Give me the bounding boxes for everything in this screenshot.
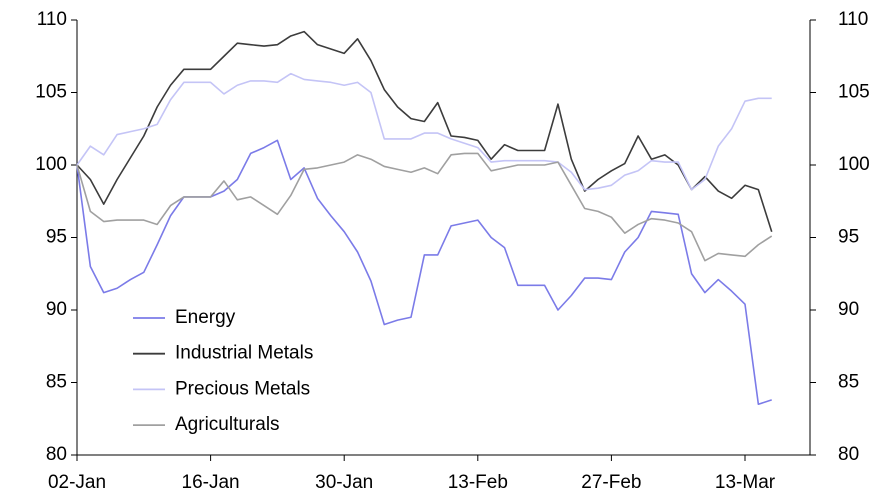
x-tick-label: 16-Jan: [182, 472, 240, 493]
y2-tick-label: 90: [838, 299, 859, 320]
y2-tick-label: 80: [838, 444, 859, 465]
legend-label: Energy: [175, 307, 236, 328]
series-line: [76, 139, 772, 406]
y-tick-label: 100: [35, 154, 67, 175]
y-tick-label: 85: [46, 372, 67, 393]
legend-label: Agriculturals: [175, 414, 280, 435]
y2-tick-label: 105: [838, 82, 870, 103]
y2-tick-label: 85: [838, 372, 859, 393]
x-tick-label: 13-Feb: [448, 472, 508, 493]
y2-tick-label: 95: [838, 227, 859, 248]
series-line: [76, 30, 773, 232]
legend-label: Industrial Metals: [175, 343, 313, 364]
x-tick-label: 02-Jan: [48, 472, 106, 493]
y2-tick-label: 110: [838, 9, 868, 30]
y-tick-label: 90: [46, 299, 67, 320]
x-tick-label: 27-Feb: [581, 472, 641, 493]
y-tick-label: 80: [46, 444, 67, 465]
y-tick-label: 110: [37, 9, 67, 30]
series-line: [76, 72, 772, 191]
x-tick-label: 13-Mar: [715, 472, 776, 493]
legend-label: Precious Metals: [175, 378, 310, 399]
y-tick-label: 95: [46, 227, 67, 248]
x-tick-label: 30-Jan: [315, 472, 373, 493]
y2-tick-label: 100: [838, 154, 870, 175]
series-line: [76, 152, 773, 262]
y-tick-label: 105: [35, 82, 67, 103]
